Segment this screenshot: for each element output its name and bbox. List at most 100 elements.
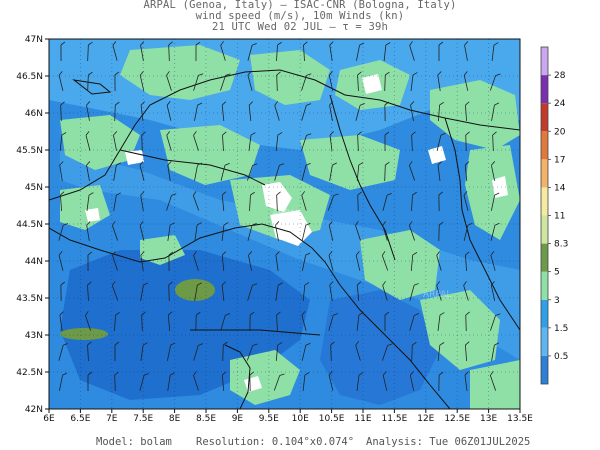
wind-barb — [87, 71, 93, 92]
wind-barb — [193, 73, 204, 91]
wind-barbs — [58, 41, 501, 392]
wind-barb — [438, 221, 444, 242]
wind-barb — [275, 221, 280, 241]
wind-barb — [247, 163, 258, 181]
wind-barb — [141, 131, 146, 152]
wind-barb — [139, 71, 145, 91]
wind-barb — [166, 101, 172, 121]
wind-barb — [114, 341, 120, 362]
lon-tick-label: 7.5E — [133, 414, 153, 424]
wind-barb — [249, 311, 255, 332]
wind-barb — [86, 101, 91, 121]
wind-barb — [140, 41, 145, 61]
wind-barb — [194, 162, 203, 181]
wind-barb — [491, 342, 500, 361]
wind-barb — [491, 161, 496, 181]
lon-tick-label: 12.5E — [444, 414, 470, 424]
wind-barb — [464, 41, 469, 61]
wind-barb — [222, 341, 228, 362]
wind-barb — [168, 281, 173, 302]
wind-barb — [408, 221, 416, 241]
wind-barb — [141, 311, 146, 332]
lon-tick-label: 10.5E — [319, 414, 345, 424]
wind-barb — [195, 41, 201, 62]
wind-barb — [139, 221, 145, 241]
wind-barb — [490, 251, 496, 271]
lat-tick-label: 44N — [25, 257, 43, 267]
wind-barb — [301, 162, 311, 181]
wind-barb — [356, 372, 364, 391]
wind-barb — [274, 163, 285, 181]
wind-barb — [139, 373, 149, 391]
wind-barb — [60, 41, 66, 62]
wind-barb — [168, 251, 174, 272]
wind-barb — [382, 343, 393, 361]
wind-barb — [114, 371, 119, 392]
wind-barb — [221, 191, 227, 212]
wind-barb — [301, 222, 311, 241]
wind-barb — [463, 71, 469, 91]
wind-barb — [410, 101, 415, 121]
colorbar-swatch — [541, 243, 548, 272]
lat-tick-label: 42.5N — [16, 368, 43, 378]
lon-tick-label: 13.5E — [507, 414, 533, 424]
wind-barb — [438, 41, 444, 62]
wind-barb — [329, 41, 334, 61]
wind-barb — [409, 161, 415, 181]
wind-barb — [490, 222, 500, 241]
wind-barb — [59, 372, 68, 391]
wind-barb — [329, 162, 338, 181]
wind-barb — [114, 101, 120, 122]
wind-barb — [463, 191, 469, 211]
wind-field — [49, 39, 520, 409]
wind-barb — [195, 311, 201, 332]
wind-barb — [221, 371, 227, 392]
wind-barb — [491, 42, 499, 61]
lon-tick-label: 7E — [106, 414, 118, 424]
lat-tick-label: 42N — [25, 405, 43, 415]
wind-barb — [58, 223, 68, 241]
wind-barb — [329, 101, 334, 121]
wind-barb — [60, 191, 65, 212]
wind-barb — [221, 251, 227, 271]
wind-barb — [275, 251, 280, 271]
wind-barb — [112, 251, 118, 271]
wind-barb — [59, 311, 64, 331]
wind-barb — [489, 371, 497, 391]
colorbar-label: 11 — [554, 212, 565, 222]
wind-barb — [221, 101, 227, 121]
colorbar-label: 28 — [554, 71, 566, 81]
wind-barb — [355, 251, 361, 271]
colorbar-swatch — [541, 75, 548, 104]
wind-barb — [384, 161, 390, 182]
wind-barb — [328, 221, 334, 241]
wind-barb — [437, 342, 445, 361]
wind-barb — [356, 312, 364, 331]
wind-barb — [58, 343, 68, 361]
colorbar-label: 20 — [554, 127, 566, 137]
lat-tick-label: 44.5N — [16, 220, 43, 230]
wind-barb — [303, 41, 308, 62]
wind-barb — [329, 131, 334, 151]
colorbar-label: 5 — [554, 268, 560, 278]
wind-barb — [222, 131, 227, 152]
wind-barb — [302, 282, 310, 302]
analysis-label: Analysis: Tue 06Z01JUL2025 — [366, 436, 531, 448]
wind-barb — [167, 311, 173, 332]
colorbar-label: 3 — [554, 296, 560, 306]
wind-barb — [465, 101, 470, 122]
lon-tick-label: 6E — [43, 414, 55, 424]
wind-barb — [327, 193, 339, 211]
wind-barb — [87, 341, 92, 362]
wind-barb — [248, 132, 256, 151]
wind-barb — [465, 251, 470, 272]
wind-barb — [355, 341, 361, 361]
colorbar-swatch — [541, 271, 548, 300]
title-line-2: wind speed (m/s), 10m Winds (kn) — [195, 10, 405, 22]
wind-barb — [489, 73, 501, 91]
wind-barb — [465, 131, 470, 152]
wind-barb — [112, 221, 118, 241]
wind-barb — [221, 281, 227, 301]
wind-barb — [60, 101, 65, 122]
